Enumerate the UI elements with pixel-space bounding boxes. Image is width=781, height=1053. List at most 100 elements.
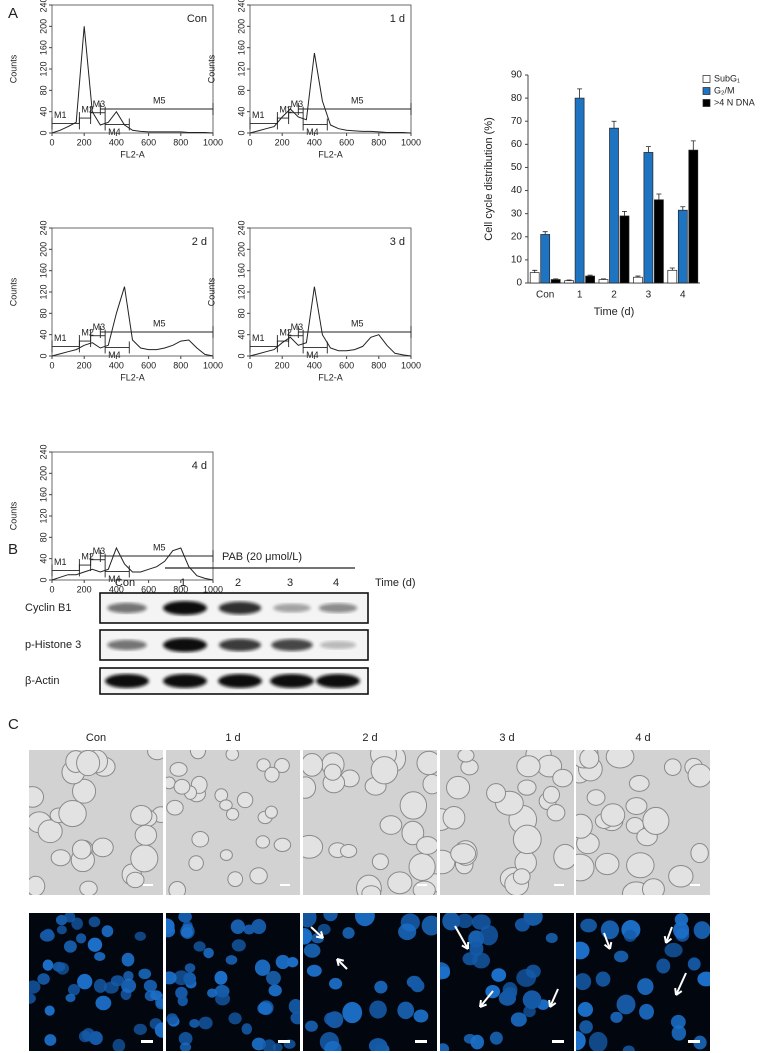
nucleus xyxy=(397,1001,415,1020)
bar xyxy=(585,275,595,284)
bar xyxy=(540,234,551,284)
nucleus xyxy=(545,932,558,944)
nucleus xyxy=(154,1022,163,1038)
x-axis-label: Time (d) xyxy=(594,306,635,318)
y-tick-label: 200 xyxy=(38,19,48,34)
nucleus xyxy=(178,913,192,923)
y-tick-label: 80 xyxy=(38,308,48,318)
arrow xyxy=(549,988,559,1008)
bar xyxy=(688,149,699,284)
cell xyxy=(576,813,593,839)
chart-title: 2 d xyxy=(192,236,207,248)
nucleus xyxy=(456,913,474,929)
y-tick-label: 120 xyxy=(38,61,48,76)
cell xyxy=(594,852,620,876)
cell xyxy=(79,880,98,895)
nucleus xyxy=(42,959,54,971)
cell xyxy=(371,853,389,871)
gate-label: M3 xyxy=(93,546,106,556)
y-tick-label: 80 xyxy=(511,93,523,104)
blot-band xyxy=(270,674,314,688)
cell xyxy=(303,752,324,777)
error-bar xyxy=(553,278,559,280)
nucleus xyxy=(121,952,135,967)
cell xyxy=(91,837,114,858)
nucleus xyxy=(56,925,67,935)
y-tick-label: 120 xyxy=(236,284,246,299)
x-tick-label: 1000 xyxy=(203,360,223,370)
gate-label: M2 xyxy=(279,104,292,114)
nucleus xyxy=(610,1011,623,1023)
cell xyxy=(399,791,428,820)
nucleus xyxy=(303,943,321,958)
error-bar xyxy=(587,274,593,277)
nucleus xyxy=(112,1038,126,1051)
cell xyxy=(401,820,425,846)
cell xyxy=(126,871,145,889)
arrow-head xyxy=(674,987,683,996)
arrow-head xyxy=(461,941,470,950)
nucleus xyxy=(440,962,451,980)
gate-label: M4 xyxy=(108,127,121,137)
nucleus xyxy=(44,1005,55,1016)
nucleus xyxy=(78,1030,91,1043)
arrow xyxy=(336,958,348,970)
nucleus xyxy=(324,1012,337,1026)
nucleus xyxy=(290,1011,300,1025)
nucleus xyxy=(516,968,537,987)
cell xyxy=(408,852,436,881)
treatment-label: PAB (20 μmol/L) xyxy=(222,551,302,563)
arrow xyxy=(675,972,687,996)
error-bar xyxy=(611,120,617,129)
y-tick-label: 200 xyxy=(38,242,48,257)
nucleus xyxy=(664,942,683,958)
nucleus xyxy=(693,1035,707,1050)
image-label: Con xyxy=(86,732,106,744)
cell xyxy=(628,775,650,792)
nucleus xyxy=(479,925,499,946)
nucleus xyxy=(181,927,193,938)
cell xyxy=(191,830,210,848)
x-tick-label: 4 xyxy=(680,290,686,301)
nucleus xyxy=(368,1038,388,1051)
arrow xyxy=(454,925,469,950)
nucleus xyxy=(101,925,114,938)
nucleus xyxy=(580,918,597,933)
y-tick-label: 0 xyxy=(236,130,246,135)
nucleus xyxy=(687,957,701,971)
x-tick-label: 600 xyxy=(141,584,156,594)
cell xyxy=(486,783,507,803)
blot-band xyxy=(163,601,207,615)
cell xyxy=(457,750,475,763)
scale-bar xyxy=(415,1040,427,1043)
nucleus xyxy=(440,1043,450,1051)
y-tick-label: 50 xyxy=(511,162,523,173)
nucleus xyxy=(576,941,590,960)
chart-title: Con xyxy=(187,13,207,25)
blot-band xyxy=(316,674,360,688)
nucleus xyxy=(639,1003,654,1020)
cell xyxy=(134,824,158,846)
nucleus xyxy=(94,951,106,961)
nucleus xyxy=(697,971,710,987)
gate-label: M1 xyxy=(54,557,67,567)
cell xyxy=(303,834,324,859)
cell xyxy=(579,750,600,769)
nucleus xyxy=(463,1033,477,1044)
histogram-line xyxy=(51,546,214,581)
blot-band xyxy=(318,603,358,613)
gate-label: M5 xyxy=(153,95,166,105)
histogram-line xyxy=(249,52,412,134)
image-label: 2 d xyxy=(362,732,377,744)
nucleus xyxy=(671,1025,687,1041)
nucleus xyxy=(693,921,710,940)
cells xyxy=(440,750,574,895)
bar xyxy=(677,209,688,284)
cell xyxy=(546,804,566,822)
cell xyxy=(274,758,290,774)
nucleus xyxy=(622,1045,635,1051)
y-tick-label: 240 xyxy=(236,0,246,13)
nucleus xyxy=(342,1001,363,1024)
bar xyxy=(633,276,643,284)
scale-bar xyxy=(143,884,153,886)
